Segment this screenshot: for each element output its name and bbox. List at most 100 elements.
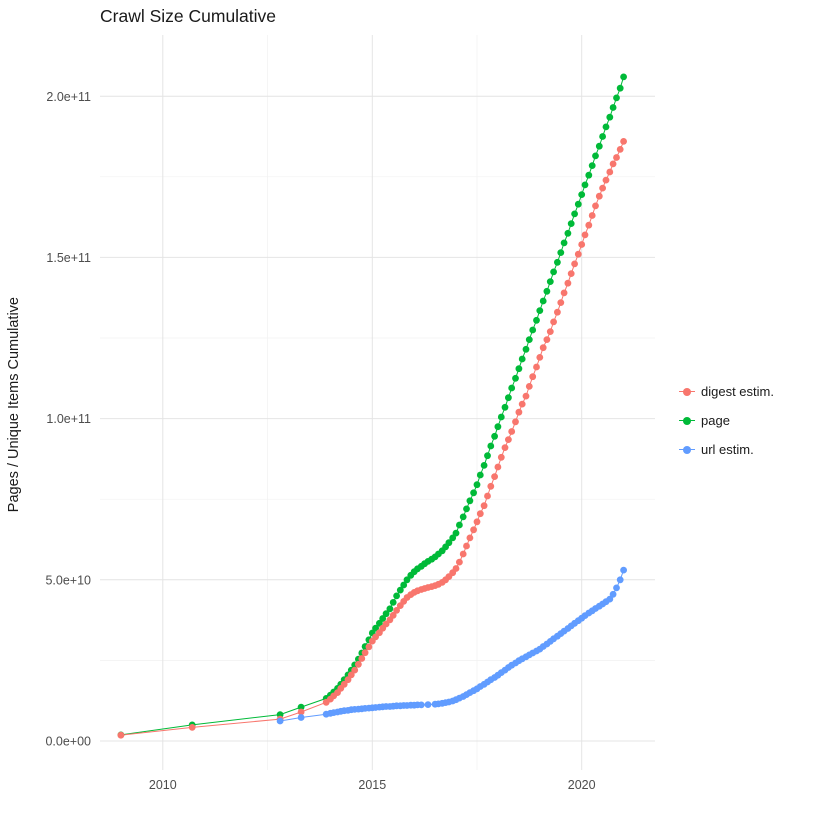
data-point [578,241,586,248]
data-point [297,708,305,716]
data-point [484,452,491,460]
data-point [564,279,572,287]
data-point [616,84,624,92]
data-point [497,453,505,461]
data-point [609,590,617,598]
data-point [351,666,359,674]
data-point [613,154,620,161]
y-tick-label: 2.0e+11 [46,90,91,104]
data-point [497,413,505,421]
data-point [372,624,379,632]
data-point [606,113,614,121]
data-point [525,336,533,343]
chart-title: Crawl Size Cumulative [100,6,277,26]
data-point [613,584,620,592]
data-point [564,229,572,237]
data-point [585,171,593,179]
data-point [560,289,568,297]
x-tick-label: 2010 [149,778,177,792]
x-tick-label: 2015 [358,778,386,792]
data-point [518,355,526,363]
series-points-digest [117,138,627,739]
data-point [463,542,470,550]
data-point [543,287,551,295]
data-point [550,268,557,276]
y-tick-label: 5.0e+10 [45,573,91,587]
data-point [525,383,533,390]
data-point [188,724,196,731]
data-point [456,521,463,529]
data-point [533,316,540,324]
legend-dot-swatch [683,445,691,454]
data-point [484,492,491,500]
data-point [470,489,477,497]
data-point [592,152,599,160]
data-point [588,162,596,170]
data-point [606,595,614,603]
legend-key-page-icon [678,412,696,430]
data-point [546,278,554,285]
data-point [581,181,589,189]
data-point [344,676,352,684]
data-point [487,482,495,490]
data-point [424,701,432,708]
data-point [539,344,547,352]
data-point [578,191,586,199]
data-point [276,717,284,725]
data-point [554,308,561,316]
data-point [452,565,460,572]
data-point [501,403,509,411]
data-point [609,104,617,111]
data-point [602,123,610,131]
data-point [297,714,305,721]
data-point [512,374,519,382]
data-point [571,210,578,218]
data-point [473,518,481,526]
legend: digest estim. page url estim. [678,377,774,464]
data-point [358,655,366,662]
data-point [505,436,512,443]
data-point [512,418,519,426]
data-point [466,534,474,542]
legend-key-digest-icon [678,383,696,401]
data-point [459,550,467,558]
data-point [546,328,554,335]
data-point [613,94,620,102]
data-point [599,184,606,192]
data-point [393,607,400,614]
data-point [386,605,394,613]
data-point [567,270,575,277]
data-point [595,192,603,200]
data-point [581,231,589,239]
data-point [400,581,408,589]
data-point [505,394,512,402]
data-point [466,497,474,505]
data-point [616,576,624,584]
data-point [567,220,575,228]
data-point [361,649,369,657]
data-point [518,400,526,408]
data-point [491,473,498,480]
data-point [389,611,397,619]
data-point [574,250,582,258]
data-point [403,576,411,584]
data-point [379,615,387,622]
data-point [449,534,457,542]
data-point [494,423,502,431]
x-tick-label: 2020 [568,778,596,792]
legend-item-url: url estim. [678,435,774,464]
data-point [476,510,484,518]
y-tick-label: 0.0e+00 [45,735,91,749]
data-point [396,586,404,594]
data-point [463,505,470,513]
data-point [588,212,596,219]
data-point [445,539,453,547]
legend-label-page: page [701,413,730,428]
data-point [417,701,425,709]
data-point [616,146,624,153]
data-point [470,526,477,534]
data-point [508,428,516,435]
data-point [522,345,530,353]
data-point [347,671,355,679]
data-point [491,432,498,440]
